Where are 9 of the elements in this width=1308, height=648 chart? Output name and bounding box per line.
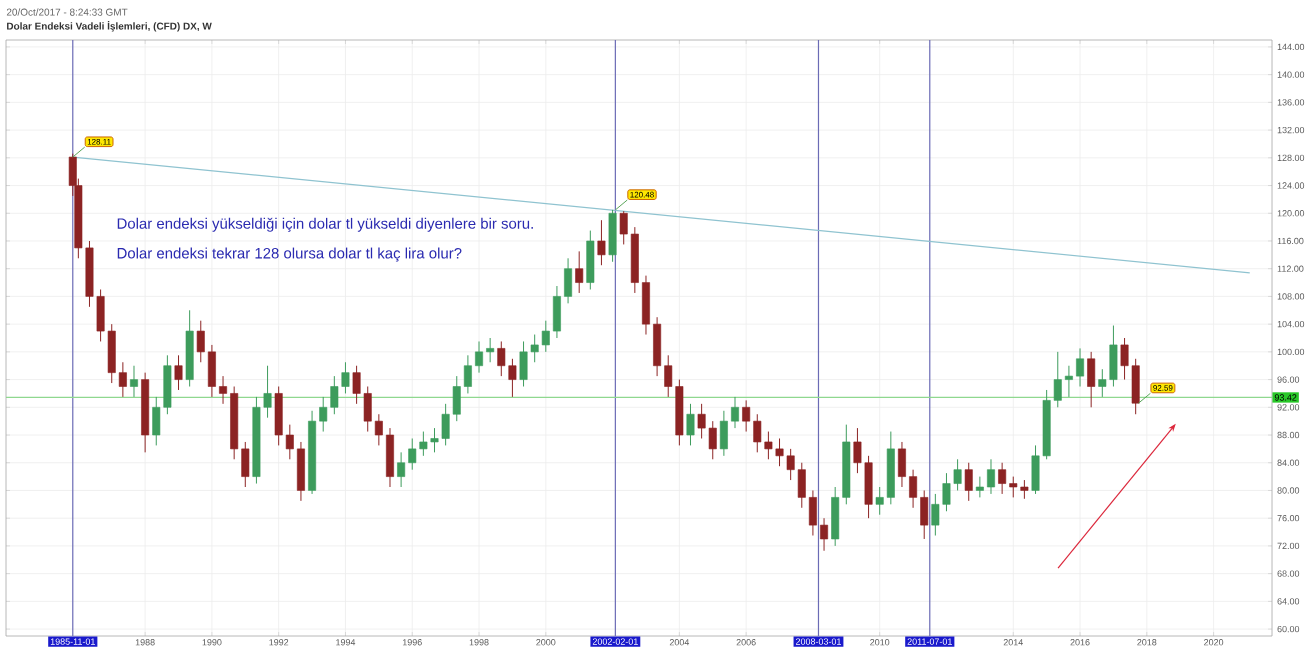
candlestick (964, 462, 973, 502)
candlestick (597, 219, 606, 266)
candlestick (686, 403, 695, 446)
candlestick (608, 209, 617, 263)
candlestick (1087, 351, 1096, 408)
candlestick (130, 365, 138, 398)
candlestick (174, 354, 183, 391)
candlestick (575, 250, 584, 294)
candlestick (586, 230, 595, 290)
